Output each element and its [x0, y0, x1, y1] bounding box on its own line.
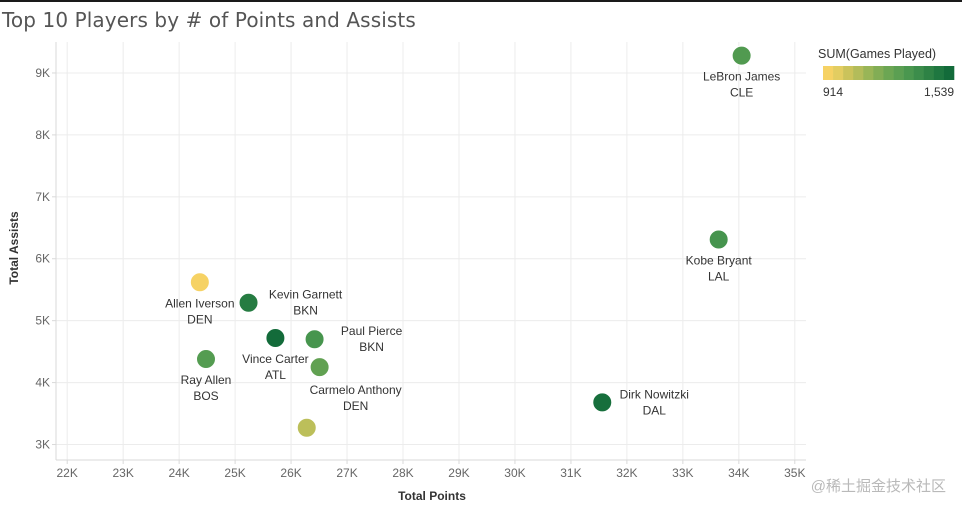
legend-swatch [893, 66, 904, 80]
data-points [189, 45, 752, 438]
point-label-team: BKN [359, 340, 384, 354]
data-point [309, 357, 330, 378]
point-label-name: Kobe Bryant [686, 254, 753, 268]
grid-lines [56, 42, 806, 460]
x-tick-label: 23K [112, 466, 133, 480]
legend-swatch [903, 66, 914, 80]
point-label-team: BKN [293, 304, 318, 318]
watermark: @稀土掘金技术社区 [810, 478, 946, 495]
legend-swatch [853, 66, 864, 80]
data-point [731, 45, 752, 66]
data-labels: LeBron James CLE Kobe Bryant LAL Allen Ivers… [165, 70, 780, 418]
legend-swatch [823, 66, 834, 80]
x-tick-label: 32K [616, 466, 637, 480]
y-axis-ticks: 3K 4K 5K 6K 7K 8K 9K [35, 66, 56, 452]
point-label-team: CLE [730, 86, 753, 100]
point-label-name: Kevin Garnett [269, 288, 343, 302]
y-tick-label: 6K [35, 252, 50, 266]
x-tick-label: 28K [392, 466, 413, 480]
point-label-team: BOS [193, 389, 218, 403]
point-label-name: Ray Allen [181, 373, 232, 387]
legend-swatch [923, 66, 935, 80]
color-legend-bar [823, 66, 955, 80]
legend-swatch [933, 66, 945, 80]
legend-swatch [913, 66, 925, 80]
y-tick-label: 8K [35, 128, 50, 142]
legend-swatch [833, 66, 844, 80]
x-tick-label: 30K [504, 466, 525, 480]
legend-swatch [873, 66, 884, 80]
data-point [238, 292, 259, 313]
color-legend-min: 914 [823, 85, 844, 99]
axes [55, 42, 806, 461]
color-legend-max: 1,539 [923, 85, 954, 99]
x-tick-label: 27K [336, 466, 357, 480]
point-label-team: DEN [187, 312, 212, 326]
point-label-name: Dirk Nowitzki [620, 387, 689, 401]
data-point [304, 329, 325, 350]
x-tick-label: 33K [672, 466, 693, 480]
point-label-team: DAL [643, 403, 667, 417]
y-tick-label: 5K [35, 314, 50, 328]
y-tick-label: 7K [35, 190, 50, 204]
data-point [265, 328, 286, 349]
point-label-name: Vince Carter [242, 352, 308, 366]
color-legend-title: SUM(Games Played) [818, 47, 937, 61]
legend-swatch [943, 66, 955, 80]
top-border [0, 0, 962, 2]
y-tick-label: 4K [35, 376, 50, 390]
point-label-team: LAL [708, 270, 730, 284]
y-axis-label: Total Assists [7, 211, 21, 285]
x-tick-label: 29K [448, 466, 469, 480]
data-point [296, 417, 317, 438]
x-tick-label: 26K [280, 466, 301, 480]
legend-swatch [883, 66, 894, 80]
data-point [189, 272, 210, 293]
point-label-name: Carmelo Anthony [310, 383, 402, 397]
legend-swatch [863, 66, 874, 80]
point-label-team: ATL [265, 368, 286, 382]
x-tick-label: 25K [224, 466, 245, 480]
legend-swatch [843, 66, 854, 80]
point-label-team: DEN [343, 399, 368, 413]
x-tick-label: 35K [784, 466, 805, 480]
x-tick-label: 31K [560, 466, 581, 480]
y-tick-label: 9K [35, 66, 50, 80]
data-point [708, 229, 729, 250]
x-tick-label: 24K [168, 466, 189, 480]
point-label-name: Allen Iverson [165, 296, 234, 310]
x-axis-ticks: 22K 23K 24K 25K 26K 27K 28K 29K 30K 31K 32K 33K 34K 3… [57, 460, 805, 480]
point-label-name: Paul Pierce [341, 324, 403, 338]
data-point [196, 349, 216, 370]
y-tick-label: 3K [35, 438, 50, 452]
x-axis-label: Total Points [398, 489, 466, 503]
chart-title: Top 10 Players by # of Points and Assist… [2, 8, 416, 32]
x-tick-label: 22K [57, 466, 78, 480]
x-tick-label: 34K [728, 466, 749, 480]
point-label-name: LeBron James [703, 70, 780, 84]
data-point [592, 392, 613, 413]
